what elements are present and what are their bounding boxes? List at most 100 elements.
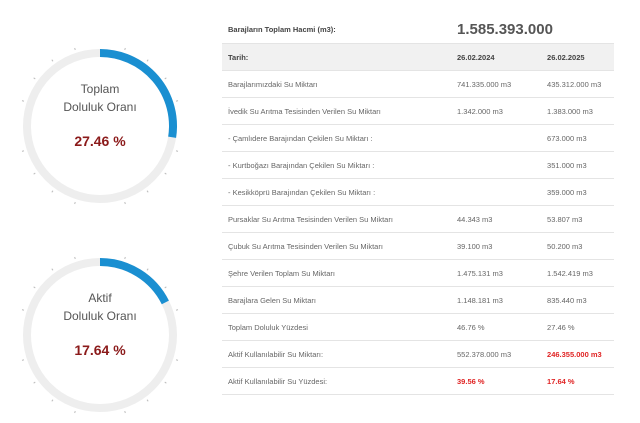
active-fill-gauge: Aktif Doluluk Oranı 17.64 %: [20, 255, 180, 415]
gauge-tick: [21, 309, 25, 311]
total-volume-value: 1.585.393.000: [451, 16, 614, 44]
row-value-2024: 741.335.000 m3: [451, 70, 542, 98]
table-row: Barajlara Gelen Su Miktarı 1.148.181 m3 …: [222, 286, 614, 314]
gauge-value: 17.64 %: [74, 342, 126, 358]
row-label: Barajlara Gelen Su Miktarı: [222, 286, 452, 314]
gauge-tick: [175, 100, 179, 102]
gauge-value: 27.46 %: [74, 133, 126, 149]
gauge-tick: [74, 410, 76, 414]
row-value-2025: 27.46 %: [541, 313, 614, 341]
row-value-2024: 46.76 %: [451, 313, 542, 341]
gauge-tick: [146, 190, 149, 193]
row-value-2025-highlight: 246.355.000 m3: [541, 340, 614, 368]
total-fill-gauge: Toplam Doluluk Oranı 27.46 %: [20, 46, 180, 206]
row-value-2024: [451, 124, 542, 152]
table-row: Şehre Verilen Toplam Su Miktarı 1.475.13…: [222, 259, 614, 287]
row-value-2025: 1.542.419 m3: [541, 259, 614, 287]
gauge-arc: [99, 258, 169, 305]
gauge-tick: [164, 172, 167, 175]
gauge-tick: [124, 256, 126, 260]
row-value-2024: 1.342.000 m3: [451, 97, 542, 125]
row-value-2025: 835.440 m3: [541, 286, 614, 314]
gauge-ticks: [21, 47, 179, 205]
gauge-title-line2: Doluluk Oranı: [63, 100, 137, 114]
gauge-tick: [51, 190, 54, 193]
row-label: Barajlarımızdaki Su Miktarı: [222, 70, 452, 98]
table-row: Toplam Doluluk Yüzdesi 46.76 % 27.46 %: [222, 313, 614, 341]
gauge-tick: [124, 410, 126, 414]
gauge-tick: [146, 399, 149, 402]
row-value-2025: 435.312.000 m3: [541, 70, 614, 98]
gauge-tick: [51, 268, 54, 271]
gauge-tick: [175, 150, 179, 152]
row-label: - Kurtboğazı Barajından Çekilen Su Mikta…: [222, 151, 452, 179]
row-label: Pursaklar Su Arıtma Tesisinden Verilen S…: [222, 205, 452, 233]
gauge-tick: [21, 359, 25, 361]
total-volume-row: Barajların Toplam Hacmi (m3): 1.585.393.…: [222, 16, 614, 44]
row-value-2025: 50.200 m3: [541, 232, 614, 260]
row-label: - Çamlıdere Barajından Çekilen Su Miktar…: [222, 124, 452, 152]
gauge-tick: [124, 47, 126, 51]
gauge-tick: [33, 77, 36, 80]
gauge-tick: [124, 201, 126, 205]
gauge-tick: [146, 59, 149, 62]
gauge-title: Toplam Doluluk Oranı: [20, 80, 180, 116]
gauge-tick: [51, 59, 54, 62]
date-col-2: 26.02.2025: [541, 43, 614, 71]
gauge-tick: [51, 399, 54, 402]
gauge-title-line1: Toplam: [80, 82, 120, 96]
date-row: Tarih: 26.02.2024 26.02.2025: [222, 43, 614, 71]
gauge-arc: [99, 49, 177, 138]
table-row: Aktif Kullanılabilir Su Miktarı: 552.378…: [222, 340, 614, 368]
gauge-tick: [164, 381, 167, 384]
row-label: Aktif Kullanılabilir Su Miktarı:: [222, 340, 452, 368]
row-value-2024: 1.475.131 m3: [451, 259, 542, 287]
gauge-tick: [33, 286, 36, 289]
gauge-tick: [164, 77, 167, 80]
table-row: Barajlarımızdaki Su Miktarı 741.335.000 …: [222, 70, 614, 98]
row-value-2024: [451, 178, 542, 206]
table-row: - Çamlıdere Barajından Çekilen Su Miktar…: [222, 124, 614, 152]
table-row: - Kesikköprü Barajından Çekilen Su Mikta…: [222, 178, 614, 206]
row-value-2024: 552.378.000 m3: [451, 340, 542, 368]
row-label: Aktif Kullanılabilir Su Yüzdesi:: [222, 367, 452, 395]
total-fill-gauge-ring: [21, 47, 179, 205]
row-value-2025: 53.807 m3: [541, 205, 614, 233]
row-label: İvedik Su Arıtma Tesisinden Verilen Su M…: [222, 97, 452, 125]
gauge-title: Aktif Doluluk Oranı: [20, 289, 180, 325]
table-row: Pursaklar Su Arıtma Tesisinden Verilen S…: [222, 205, 614, 233]
date-label: Tarih:: [222, 43, 452, 71]
gauge-tick: [175, 309, 179, 311]
row-value-2024: 44.343 m3: [451, 205, 542, 233]
gauge-tick: [74, 47, 76, 51]
gauge-ticks: [21, 256, 179, 414]
row-label: Toplam Doluluk Yüzdesi: [222, 313, 452, 341]
gauge-tick: [74, 201, 76, 205]
gauge-tick: [146, 268, 149, 271]
row-label: Şehre Verilen Toplam Su Miktarı: [222, 259, 452, 287]
row-value-2025: 673.000 m3: [541, 124, 614, 152]
gauge-tick: [33, 172, 36, 175]
row-value-2024-highlight: 39.56 %: [451, 367, 542, 395]
active-fill-gauge-ring: [21, 256, 179, 414]
row-label: - Kesikköprü Barajından Çekilen Su Mikta…: [222, 178, 452, 206]
table-row: - Kurtboğazı Barajından Çekilen Su Mikta…: [222, 151, 614, 179]
table-row: Aktif Kullanılabilir Su Yüzdesi: 39.56 %…: [222, 367, 614, 395]
gauge-title-line2: Doluluk Oranı: [63, 309, 137, 323]
gauge-tick: [74, 256, 76, 260]
dam-stats-table: Barajların Toplam Hacmi (m3): 1.585.393.…: [222, 16, 614, 395]
row-value-2025-highlight: 17.64 %: [541, 367, 614, 395]
gauge-tick: [175, 359, 179, 361]
gauge-tick: [21, 100, 25, 102]
row-value-2024: 39.100 m3: [451, 232, 542, 260]
table-row: Çubuk Su Arıtma Tesisinden Verilen Su Mi…: [222, 232, 614, 260]
table-row: İvedik Su Arıtma Tesisinden Verilen Su M…: [222, 97, 614, 125]
gauge-tick: [33, 381, 36, 384]
date-col-1: 26.02.2024: [451, 43, 542, 71]
gauge-tick: [164, 286, 167, 289]
gauge-tick: [21, 150, 25, 152]
gauge-title-line1: Aktif: [88, 291, 112, 305]
row-value-2025: 359.000 m3: [541, 178, 614, 206]
row-value-2025: 351.000 m3: [541, 151, 614, 179]
row-value-2024: 1.148.181 m3: [451, 286, 542, 314]
